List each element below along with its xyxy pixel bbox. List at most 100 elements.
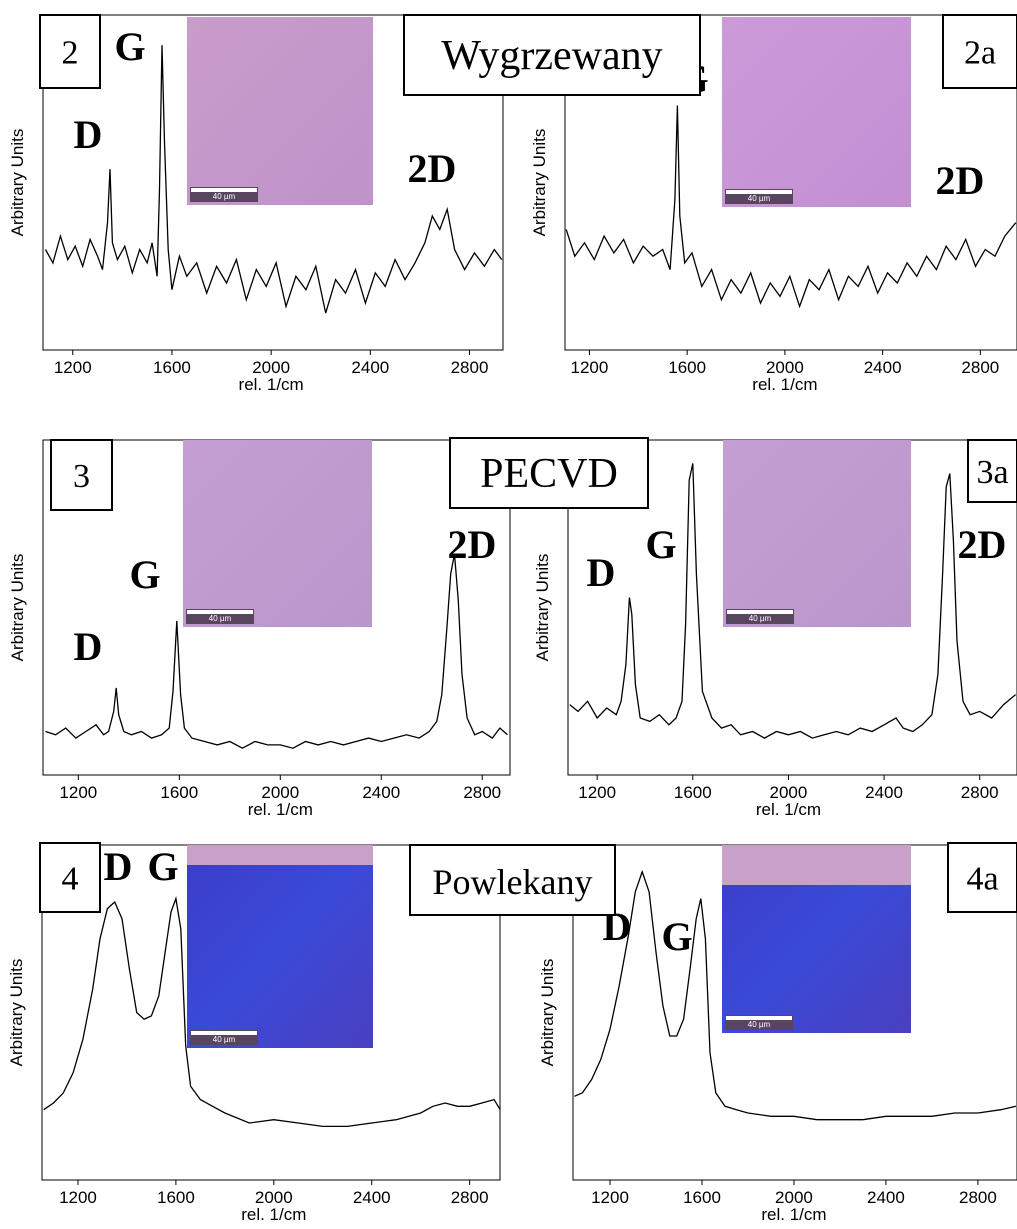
x-tick-label: 2400 bbox=[865, 783, 903, 802]
spectrum-line bbox=[574, 869, 1017, 1121]
y-axis-label: Arbitrary Units bbox=[8, 129, 27, 237]
x-tick-label: 1600 bbox=[157, 1188, 195, 1207]
spectrum-line bbox=[43, 896, 501, 1128]
panel-label-box bbox=[50, 439, 113, 511]
peak-label: G bbox=[645, 522, 676, 567]
peak-label: D bbox=[74, 624, 103, 669]
peak-label: D bbox=[104, 844, 133, 889]
panel-label: 2 bbox=[62, 35, 79, 72]
micrograph bbox=[187, 845, 373, 1048]
plot-frame bbox=[42, 14, 504, 351]
y-axis-label: Arbitrary Units bbox=[8, 554, 27, 662]
panel-label: 4 bbox=[62, 861, 79, 898]
scale-bar bbox=[726, 190, 792, 194]
x-tick-label: 2400 bbox=[353, 1188, 391, 1207]
plot-frame bbox=[564, 14, 1017, 351]
panel-label-box bbox=[39, 14, 101, 89]
scale-bar bbox=[187, 610, 253, 614]
scale-bar bbox=[191, 188, 257, 192]
y-axis-label: Arbitrary Units bbox=[7, 959, 26, 1067]
scale-bar bbox=[726, 1016, 792, 1020]
x-axis-label: rel. 1/cm bbox=[752, 375, 817, 394]
panel-label-box bbox=[39, 842, 101, 913]
row-title-box bbox=[449, 437, 649, 509]
peak-label: 2D bbox=[448, 522, 497, 567]
peak-label: D bbox=[587, 550, 616, 595]
micrograph bbox=[722, 17, 911, 207]
x-tick-label: 2800 bbox=[961, 358, 999, 377]
panel-label-box bbox=[967, 439, 1017, 503]
x-tick-label: 1600 bbox=[683, 1188, 721, 1207]
micrograph-edge bbox=[722, 845, 911, 885]
x-tick-label: 2000 bbox=[261, 783, 299, 802]
panel-label: 3 bbox=[73, 458, 90, 495]
x-tick-label: 1200 bbox=[591, 1188, 629, 1207]
row-title: PECVD bbox=[480, 451, 618, 497]
spectrum-line bbox=[565, 105, 1017, 309]
peak-label: G bbox=[147, 844, 178, 889]
x-axis-label: rel. 1/cm bbox=[756, 800, 821, 819]
micrograph bbox=[187, 17, 373, 205]
scale-bar-label: 40 µm bbox=[748, 1020, 771, 1029]
x-tick-label: 2800 bbox=[463, 783, 501, 802]
y-axis-label: Arbitrary Units bbox=[533, 554, 552, 662]
x-tick-label: 1200 bbox=[54, 358, 92, 377]
peak-label: 2D bbox=[936, 158, 985, 203]
x-tick-label: 1600 bbox=[668, 358, 706, 377]
x-tick-label: 1200 bbox=[59, 783, 97, 802]
peak-label: 2D bbox=[408, 146, 457, 191]
peak-label: 2D bbox=[958, 522, 1007, 567]
x-tick-label: 2400 bbox=[864, 358, 902, 377]
spectrum-line bbox=[45, 553, 508, 749]
x-tick-label: 2000 bbox=[775, 1188, 813, 1207]
scale-bar-label: 40 µm bbox=[213, 192, 236, 201]
x-tick-label: 2800 bbox=[451, 358, 489, 377]
spectrum-line bbox=[569, 463, 1017, 739]
x-tick-label: 2800 bbox=[961, 783, 999, 802]
spectrum-line bbox=[44, 45, 503, 314]
x-axis-label: rel. 1/cm bbox=[248, 800, 313, 819]
x-tick-label: 2400 bbox=[867, 1188, 905, 1207]
x-tick-label: 2400 bbox=[351, 358, 389, 377]
micrograph bbox=[183, 440, 372, 627]
scale-bar-label: 40 µm bbox=[213, 1035, 236, 1044]
scale-bar-label: 40 µm bbox=[748, 194, 771, 203]
x-tick-label: 2000 bbox=[770, 783, 808, 802]
scale-bar bbox=[191, 1031, 257, 1035]
x-tick-label: 1200 bbox=[571, 358, 609, 377]
x-tick-label: 2000 bbox=[766, 358, 804, 377]
x-tick-label: 1200 bbox=[59, 1188, 97, 1207]
panel-label: 2a bbox=[964, 35, 996, 72]
micrograph bbox=[723, 440, 911, 627]
x-axis-label: rel. 1/cm bbox=[239, 375, 304, 394]
x-tick-label: 1600 bbox=[153, 358, 191, 377]
panel-label: 4a bbox=[966, 861, 998, 898]
peak-label: G bbox=[129, 552, 160, 597]
x-axis-label: rel. 1/cm bbox=[241, 1205, 306, 1224]
row-title: Wygrzewany bbox=[441, 33, 662, 79]
peak-label: D bbox=[74, 112, 103, 157]
row-title-box bbox=[409, 844, 616, 916]
x-tick-label: 2000 bbox=[255, 1188, 293, 1207]
y-axis-label: Arbitrary Units bbox=[538, 959, 557, 1067]
x-tick-label: 1200 bbox=[578, 783, 616, 802]
x-axis-label: rel. 1/cm bbox=[761, 1205, 826, 1224]
peak-label: G bbox=[114, 24, 145, 69]
peak-label: G bbox=[661, 914, 692, 959]
row-title-box bbox=[403, 14, 701, 96]
x-tick-label: 2000 bbox=[252, 358, 290, 377]
scale-bar-label: 40 µm bbox=[749, 614, 772, 623]
x-tick-label: 2800 bbox=[451, 1188, 489, 1207]
x-tick-label: 2400 bbox=[362, 783, 400, 802]
x-tick-label: 2800 bbox=[959, 1188, 997, 1207]
row-title: Powlekany bbox=[433, 862, 593, 902]
x-tick-label: 1600 bbox=[674, 783, 712, 802]
scale-bar-label: 40 µm bbox=[209, 614, 232, 623]
y-axis-label: Arbitrary Units bbox=[530, 129, 549, 237]
panel-label: 3a bbox=[976, 454, 1008, 491]
micrograph-edge bbox=[187, 845, 373, 865]
x-tick-label: 1600 bbox=[160, 783, 198, 802]
panel-label-box bbox=[947, 842, 1017, 913]
panel-label-box bbox=[942, 14, 1017, 89]
